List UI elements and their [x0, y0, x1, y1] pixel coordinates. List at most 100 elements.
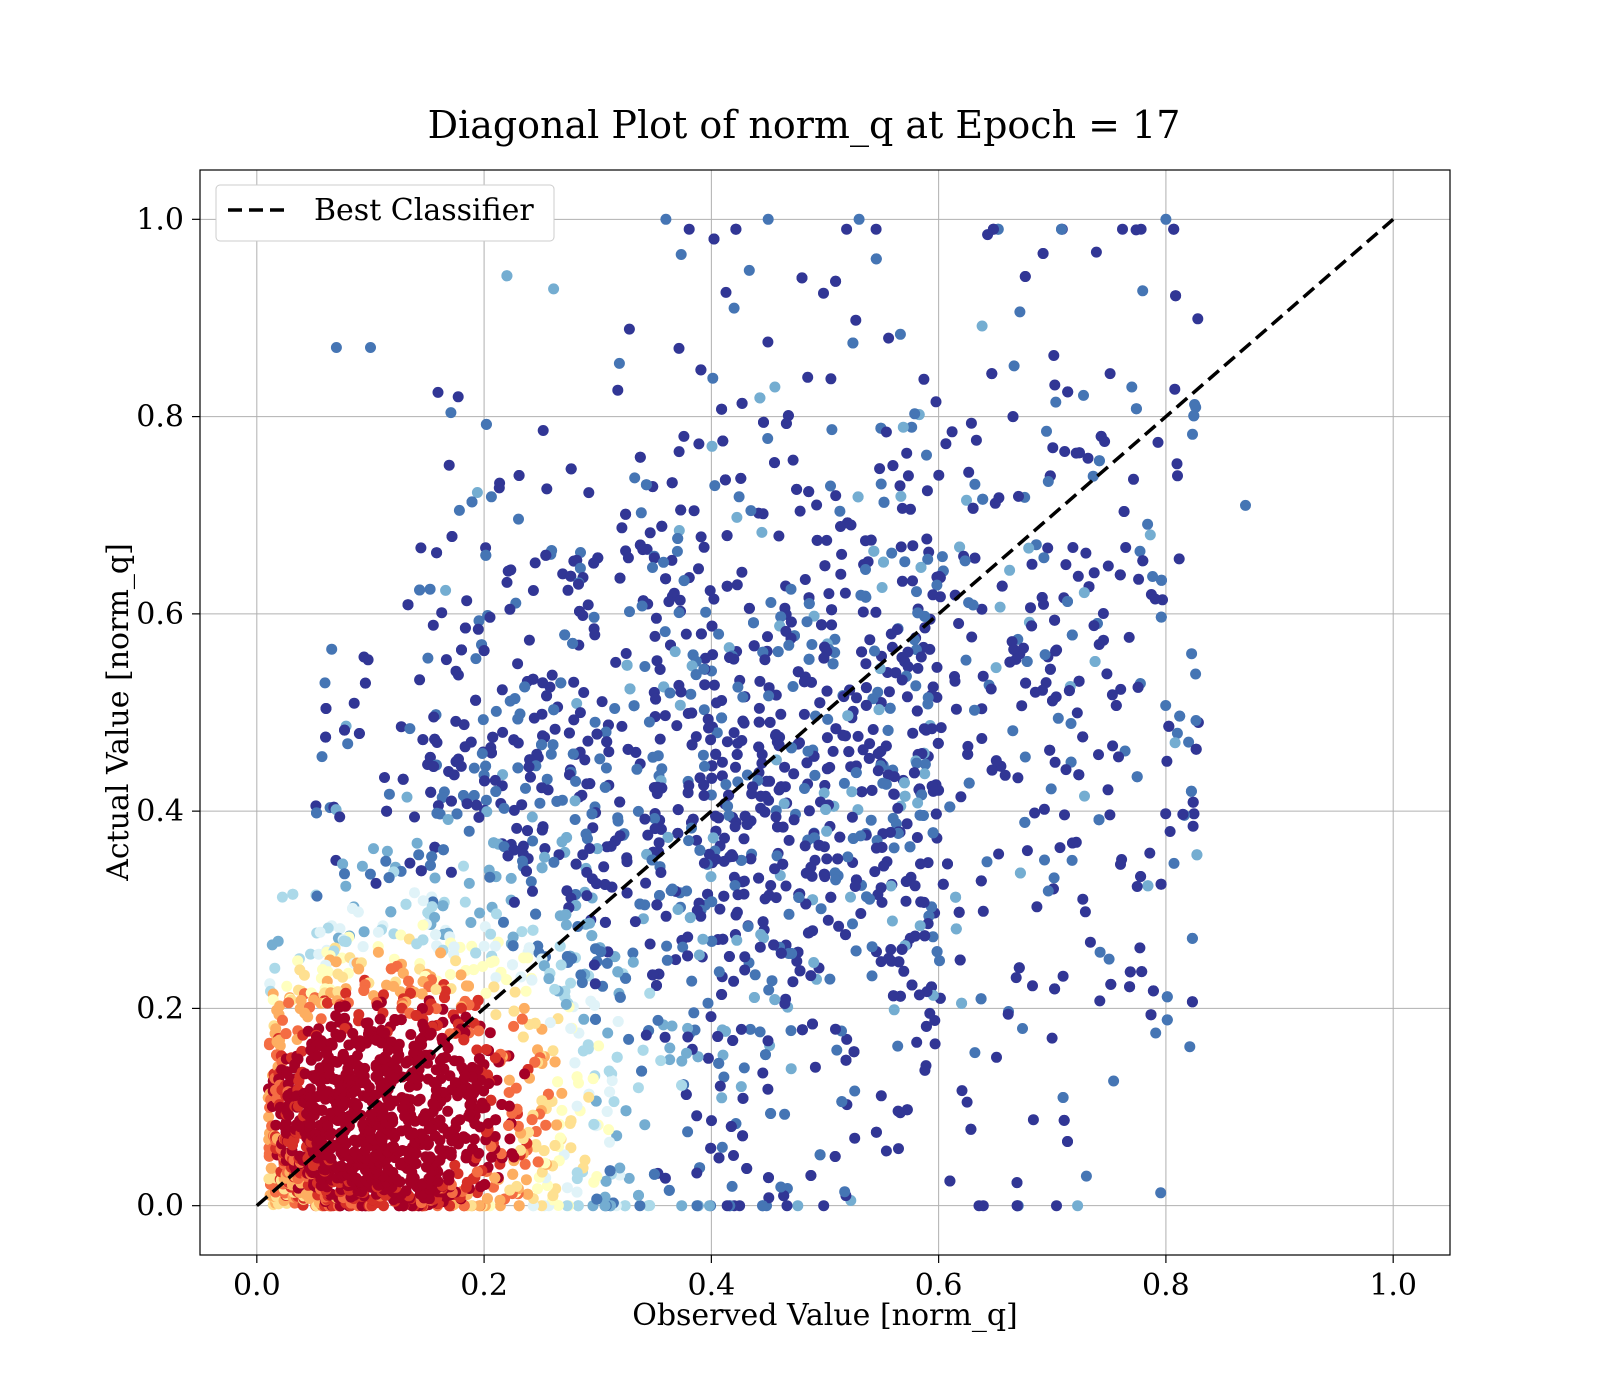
scatter-point	[571, 1100, 583, 1112]
scatter-point	[885, 628, 897, 640]
plot-frame	[199, 169, 1451, 1256]
scatter-point	[723, 810, 735, 821]
scatter-point	[549, 1056, 561, 1068]
scatter-point	[779, 998, 791, 1010]
scatter-point	[982, 229, 994, 241]
scatter-point	[896, 674, 908, 686]
scatter-point	[577, 1045, 589, 1057]
scatter-point	[1190, 743, 1202, 755]
scatter-point	[970, 434, 982, 446]
scatter-point	[652, 1014, 664, 1026]
scatter-point	[637, 544, 649, 556]
scatter-point	[921, 533, 933, 545]
scatter-point	[721, 580, 733, 592]
scatter-point	[569, 1057, 581, 1069]
scatter-point	[695, 628, 707, 640]
scatter-point	[330, 342, 342, 353]
scatter-point	[663, 596, 675, 608]
scatter-point	[548, 283, 560, 295]
scatter-point	[682, 787, 694, 799]
x-axis-ticks: 0.0 0.2 0.4 0.6 0.8 1.0	[233, 1255, 1417, 1303]
scatter-point	[613, 357, 625, 369]
scatter-point	[485, 491, 497, 503]
scatter-point	[567, 748, 579, 760]
scatter-point	[1107, 740, 1119, 752]
scatter-point	[706, 772, 718, 784]
scatter-point	[512, 658, 524, 670]
scatter-point	[445, 866, 457, 878]
scatter-point	[681, 1047, 692, 1059]
scatter-point	[699, 652, 711, 664]
x-axis-label: Observed Value [norm_q]	[632, 1298, 1018, 1333]
scatter-point	[650, 693, 662, 705]
scatter-point	[724, 652, 736, 663]
scatter-point	[949, 675, 961, 687]
scatter-point	[281, 980, 293, 992]
scatter-point	[803, 486, 815, 498]
scatter-point	[721, 736, 733, 748]
scatter-point	[593, 1040, 605, 1052]
scatter-point	[512, 713, 524, 725]
scatter-point	[966, 631, 978, 643]
scatter-point	[673, 342, 685, 354]
scatter-point	[589, 629, 601, 641]
scatter-point	[821, 732, 833, 744]
scatter-point	[554, 940, 566, 952]
scatter-point	[682, 1031, 694, 1043]
scatter-point	[601, 957, 613, 969]
scatter-point	[909, 408, 921, 420]
scatter-point	[895, 490, 907, 502]
scatter-point	[302, 1011, 314, 1023]
scatter-point	[1062, 1136, 1073, 1147]
scatter-point	[761, 775, 773, 787]
scatter-point	[802, 927, 814, 939]
scatter-point	[428, 711, 440, 723]
scatter-point	[758, 416, 769, 428]
scatter-point	[520, 782, 531, 794]
scatter-point	[1185, 785, 1197, 797]
scatter-point	[651, 980, 662, 991]
scatter-point	[807, 1018, 818, 1030]
scatter-point	[794, 505, 806, 517]
scatter-point	[502, 850, 514, 862]
scatter-point	[787, 454, 799, 466]
scatter-point	[830, 874, 842, 886]
scatter-point	[322, 922, 334, 934]
scatter-point	[644, 938, 656, 950]
scatter-point	[707, 832, 719, 844]
scatter-point	[386, 1111, 398, 1123]
scatter-point	[661, 954, 673, 966]
scatter-point	[320, 731, 332, 743]
scatter-point	[762, 1035, 774, 1047]
scatter-point	[738, 1062, 750, 1074]
scatter-point	[914, 809, 926, 821]
scatter-point	[695, 910, 707, 922]
scatter-point	[461, 595, 473, 607]
y-tick-label: 0.4	[136, 794, 184, 829]
scatter-point	[872, 765, 884, 777]
scatter-point	[791, 955, 803, 967]
y-tick-label: 0.0	[136, 1189, 184, 1224]
scatter-point	[354, 1041, 366, 1053]
scatter-point	[486, 1151, 498, 1163]
scatter-point	[434, 1055, 446, 1067]
scatter-point	[835, 521, 846, 532]
scatter-point	[700, 606, 712, 618]
scatter-point	[634, 451, 646, 463]
scatter-point	[604, 1086, 616, 1098]
scatter-point	[739, 951, 751, 963]
scatter-point	[568, 714, 580, 726]
scatter-point	[1133, 573, 1145, 585]
scatter-point	[705, 734, 717, 746]
scatter-point	[340, 936, 352, 948]
scatter-point	[962, 740, 974, 752]
scatter-point	[754, 1026, 766, 1038]
scatter-point	[842, 851, 854, 863]
scatter-point	[337, 858, 349, 870]
scatter-point	[429, 841, 441, 853]
scatter-point	[1093, 639, 1105, 650]
scatter-point	[1049, 983, 1061, 995]
scatter-point	[458, 860, 469, 872]
scatter-point	[788, 814, 800, 826]
scatter-point	[672, 804, 684, 816]
